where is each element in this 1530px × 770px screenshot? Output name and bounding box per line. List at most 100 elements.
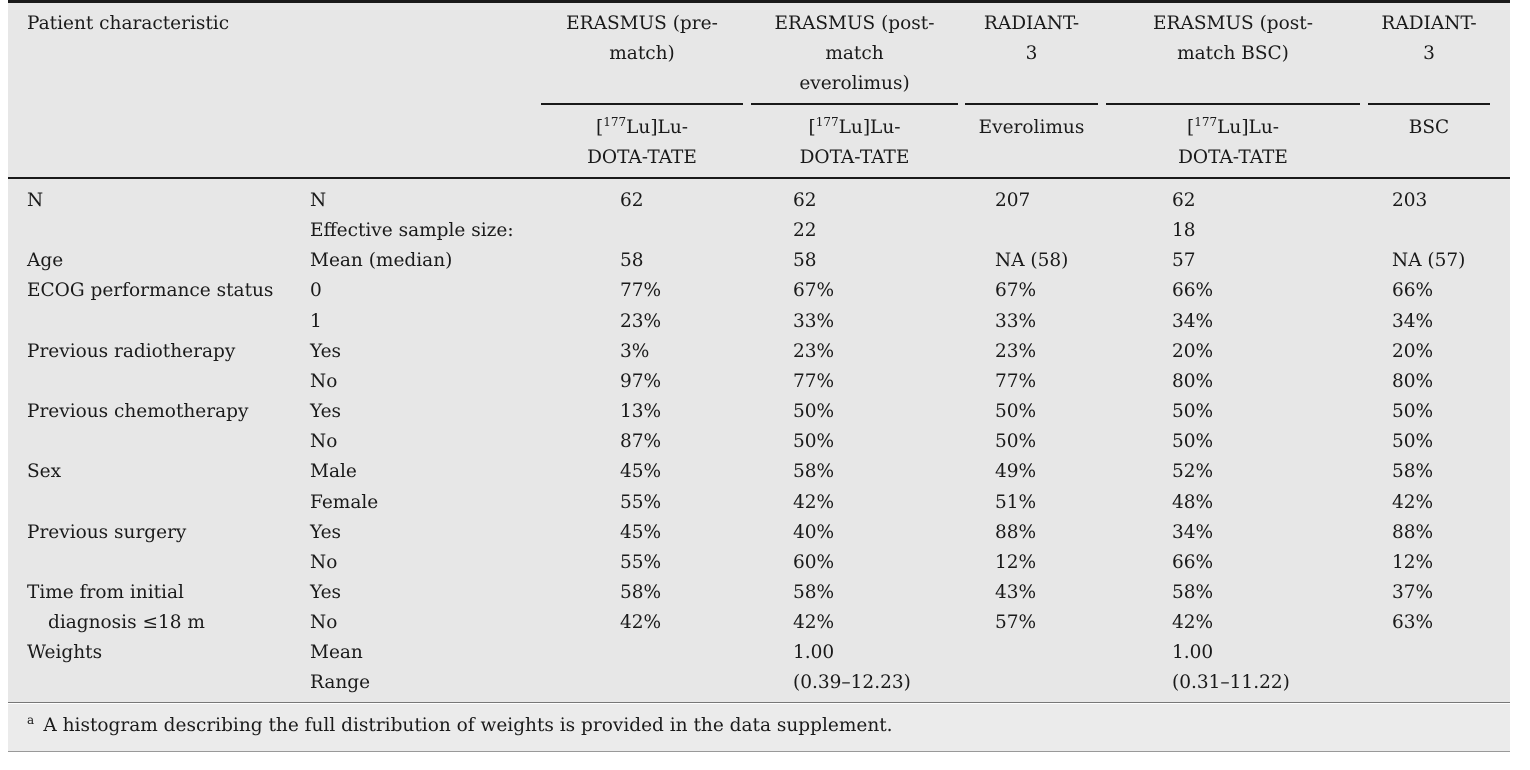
cell-value: 51% xyxy=(995,491,1037,513)
column-subheader: DOTA-TATE xyxy=(541,147,743,169)
row-characteristic: ECOG performance status xyxy=(27,280,274,302)
column-header: match) xyxy=(609,43,675,64)
cell-value: 3% xyxy=(620,340,650,362)
subheader-text: Lu]Lu- xyxy=(626,117,688,138)
row-characteristic: Weights xyxy=(27,642,103,664)
cell-value: 62 xyxy=(793,190,817,211)
column-subheader: BSC xyxy=(1408,117,1450,138)
table-background xyxy=(8,3,1510,702)
header-rule-segment xyxy=(541,103,743,105)
subheader-text: Lu]Lu- xyxy=(1217,117,1279,138)
cell-value: 33% xyxy=(995,310,1037,332)
cell-value: 13% xyxy=(620,401,662,423)
cell-value: NA (58) xyxy=(995,250,1069,272)
cell-value: 49% xyxy=(995,461,1037,483)
cell-value: 55% xyxy=(620,491,662,513)
cell-value: 43% xyxy=(995,581,1037,603)
column-subheader: DOTA-TATE xyxy=(751,147,958,169)
row-measure: Mean xyxy=(310,642,363,664)
cell-value: (0.31–11.22) xyxy=(1172,672,1290,694)
cell-value: 63% xyxy=(1392,612,1434,634)
subheader-superscript: 177 xyxy=(603,115,627,129)
cell-value: 50% xyxy=(995,401,1037,423)
cell-value: 58% xyxy=(793,461,835,483)
cell-value: 42% xyxy=(793,612,835,634)
footnote-background xyxy=(8,704,1510,751)
subheader-prefix: [ xyxy=(596,117,604,138)
cell-value: 22 xyxy=(793,220,817,242)
subheader-text: DOTA-TATE xyxy=(1178,147,1288,168)
column-header: ERASMUS (post- xyxy=(1153,13,1313,34)
column-subheader: [177Lu]Lu- xyxy=(1106,115,1360,139)
row-measure: No xyxy=(310,370,338,392)
cell-value: 34% xyxy=(1172,310,1214,332)
subheader-prefix: [ xyxy=(1187,117,1195,138)
cell-value: 58% xyxy=(793,581,835,603)
row-measure: 0 xyxy=(310,280,322,302)
cell-value: 50% xyxy=(995,431,1037,453)
row-measure: Yes xyxy=(310,581,342,603)
cell-value: (0.39–12.23) xyxy=(793,672,911,694)
row-measure: Yes xyxy=(310,401,342,423)
row-characteristic: N xyxy=(27,190,44,211)
bottom-rule xyxy=(8,702,1510,703)
header-rule-segment xyxy=(1106,103,1360,105)
cell-value: 50% xyxy=(1172,431,1214,453)
column-header: RADIANT- xyxy=(1381,13,1477,34)
cell-value: 66% xyxy=(1392,280,1434,302)
column-header: ERASMUS (pre- xyxy=(566,13,718,34)
row-measure: Yes xyxy=(310,340,342,362)
cell-value: 62 xyxy=(1172,190,1196,211)
cell-value: 97% xyxy=(620,370,662,392)
subheader-superscript: 177 xyxy=(1194,115,1218,129)
row-measure: No xyxy=(310,551,338,573)
cell-value: 87% xyxy=(620,431,662,453)
row-measure: No xyxy=(310,612,338,634)
row-measure: Range xyxy=(310,672,371,694)
row-characteristic: Previous surgery xyxy=(27,521,187,543)
cell-value: 42% xyxy=(1172,612,1214,634)
row-measure: Mean (median) xyxy=(310,250,453,272)
cell-value: 20% xyxy=(1392,340,1434,362)
cell-value: 1.00 xyxy=(1172,642,1214,664)
column-header: everolimus) xyxy=(799,73,910,94)
cell-value: 52% xyxy=(1172,461,1214,483)
cell-value: 203 xyxy=(1392,190,1428,211)
cell-value: 23% xyxy=(793,340,835,362)
cell-value: 42% xyxy=(1392,491,1434,513)
cell-value: 37% xyxy=(1392,581,1434,603)
cell-value: 50% xyxy=(793,431,835,453)
cell-value: 50% xyxy=(1172,401,1214,423)
cell-value: 40% xyxy=(793,521,835,543)
cell-value: 58 xyxy=(793,250,817,272)
row-measure: N xyxy=(310,190,327,211)
header-rule-segment xyxy=(751,103,958,105)
footnote-rule xyxy=(8,751,1510,752)
cell-value: 77% xyxy=(793,370,835,392)
row-characteristic: Previous chemotherapy xyxy=(27,401,249,423)
cell-value: 58% xyxy=(620,581,662,603)
cell-value: 50% xyxy=(793,401,835,423)
cell-value: NA (57) xyxy=(1392,250,1466,272)
cell-value: 20% xyxy=(1172,340,1214,362)
row-characteristic: Time from initial xyxy=(27,581,184,603)
corner-header: Patient characteristic xyxy=(27,13,230,34)
column-subheader: DOTA-TATE xyxy=(1106,147,1360,169)
cell-value: 23% xyxy=(995,340,1037,362)
cell-value: 58% xyxy=(1172,581,1214,603)
column-header: match BSC) xyxy=(1177,43,1289,64)
subheader-prefix: [ xyxy=(808,117,816,138)
top-rule xyxy=(8,0,1510,3)
row-characteristic: Sex xyxy=(27,461,62,483)
cell-value: 45% xyxy=(620,461,662,483)
row-characteristic: Age xyxy=(27,250,64,272)
row-characteristic: diagnosis ≤18 m xyxy=(48,612,205,634)
footnote-marker: a xyxy=(27,713,35,727)
cell-value: 80% xyxy=(1172,370,1214,392)
cell-value: 48% xyxy=(1172,491,1214,513)
cell-value: 57% xyxy=(995,612,1037,634)
row-measure: No xyxy=(310,431,338,453)
column-subheader: [177Lu]Lu- xyxy=(541,115,743,139)
cell-value: 45% xyxy=(620,521,662,543)
